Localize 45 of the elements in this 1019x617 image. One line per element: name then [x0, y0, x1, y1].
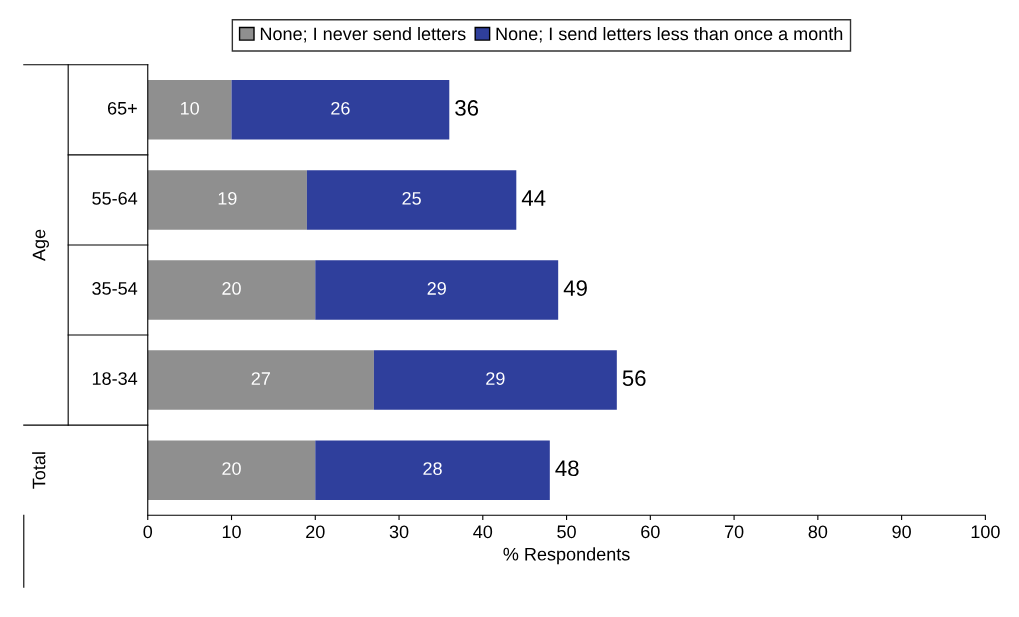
data-label: 25 [402, 191, 421, 205]
x-tick-label: 30 [389, 525, 409, 539]
x-tick-label: 90 [892, 525, 911, 539]
total-label: 48 [555, 460, 579, 477]
y-tick-label: 65+ [107, 101, 137, 115]
x-tick-label: 0 [143, 525, 153, 539]
legend-label: None; I never send letters [260, 26, 466, 43]
total-label: 49 [563, 280, 587, 296]
x-tick-label: 50 [557, 525, 576, 539]
text: Total [32, 452, 46, 489]
data-label: 20 [222, 462, 241, 475]
bar [147, 260, 316, 320]
x-tick-label: 20 [306, 525, 325, 539]
data-label: 10 [180, 101, 199, 115]
data-label: 26 [331, 101, 350, 115]
bar [147, 170, 307, 230]
legend-label: None; I send letters less than once a month [496, 26, 843, 43]
data-label: 29 [427, 282, 446, 295]
total-label: 36 [455, 100, 479, 116]
bar [306, 170, 517, 230]
y-tick-label: 18-34 [92, 372, 138, 385]
x-tick-label: 40 [473, 525, 493, 539]
y-tick-label: 35-54 [92, 282, 138, 295]
total-label: 44 [521, 190, 546, 206]
x-tick-label: 100 [971, 525, 1000, 539]
bar [315, 440, 550, 500]
data-label: 19 [218, 191, 237, 205]
bar [231, 80, 450, 140]
bar [315, 260, 559, 320]
bar [147, 350, 374, 410]
data-label: 28 [423, 462, 442, 475]
x-tick-label: 80 [808, 525, 828, 539]
y-tick-label: 55-64 [92, 191, 138, 205]
data-label: 27 [251, 372, 270, 385]
total-label: 56 [622, 370, 646, 387]
bar [147, 80, 232, 140]
bar [373, 350, 617, 410]
x-axis-title: % Respondents [503, 547, 630, 565]
x-tick-label: 60 [641, 525, 660, 539]
data-label: 29 [486, 372, 505, 385]
x-tick-label: 10 [222, 525, 241, 539]
y-axis-title: Age [32, 229, 49, 261]
x-tick-label: 70 [724, 525, 744, 539]
data-label: 20 [222, 282, 241, 295]
bar [147, 440, 316, 500]
